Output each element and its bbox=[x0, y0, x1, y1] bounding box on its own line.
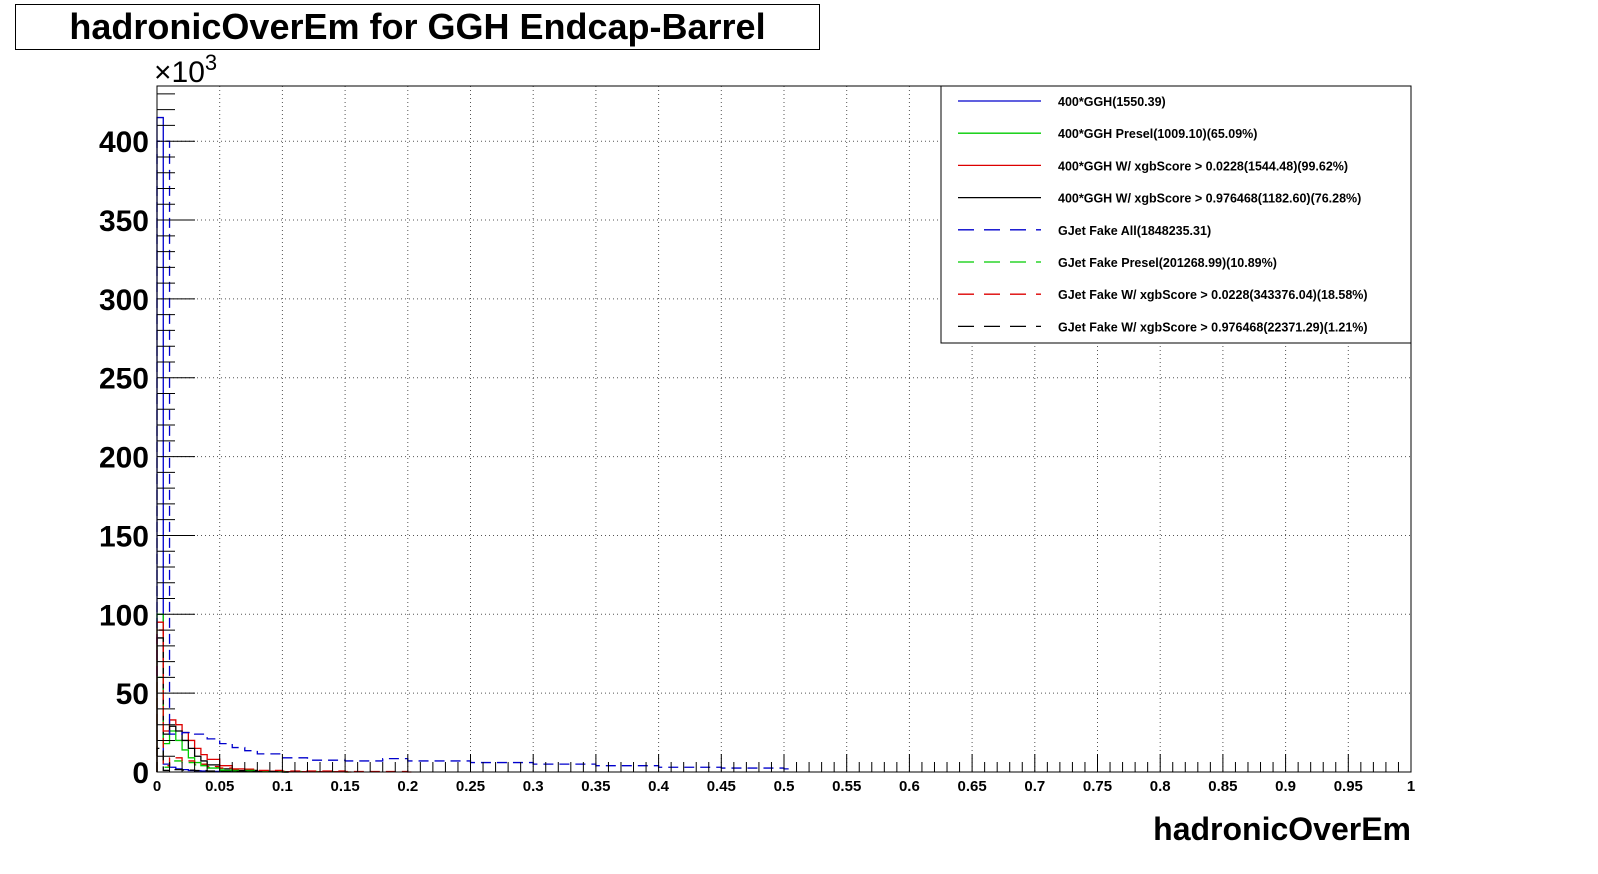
x-tick-label: 0.45 bbox=[707, 778, 736, 795]
legend-label-3: 400*GGH W/ xgbScore > 0.0228(1544.48)(99… bbox=[1058, 159, 1348, 173]
x-tick-label: 0.95 bbox=[1334, 778, 1363, 795]
series-7-line bbox=[156, 629, 415, 773]
legend-label-8: GJet Fake W/ xgbScore > 0.976468(22371.2… bbox=[1058, 320, 1368, 334]
x-tick-label: 0.35 bbox=[581, 778, 610, 795]
x-tick-label: 0 bbox=[153, 778, 161, 795]
x-tick-label: 0.3 bbox=[523, 778, 544, 795]
x-axis-title: hadronicOverEm bbox=[1153, 811, 1411, 847]
x-tick-label: 0.2 bbox=[397, 778, 418, 795]
y-tick-label: 400 bbox=[99, 126, 149, 159]
x-tick-label: 0.15 bbox=[330, 778, 359, 795]
y-axis: 0 50 100 150 200 250 300 350 400 bbox=[99, 93, 195, 790]
series-6-line bbox=[156, 676, 352, 773]
series-4-line bbox=[156, 637, 289, 773]
legend-label-1: 400*GGH(1550.39) bbox=[1058, 95, 1166, 109]
y-tick-label: 300 bbox=[99, 284, 149, 317]
legend: 400*GGH(1550.39) 400*GGH Presel(1009.10)(… bbox=[940, 85, 1412, 344]
x-tick-label: 0.25 bbox=[456, 778, 485, 795]
x-tick-label: 0.5 bbox=[774, 778, 795, 795]
y-multiplier-label: ×103 bbox=[154, 50, 217, 89]
y-tick-label: 100 bbox=[99, 599, 149, 632]
legend-box bbox=[940, 85, 1412, 344]
y-tick-label: 350 bbox=[99, 205, 149, 238]
series-layer bbox=[156, 116, 791, 773]
series-1-line bbox=[156, 116, 289, 773]
y-tick-label: 200 bbox=[99, 442, 149, 475]
x-tick-label: 0.8 bbox=[1150, 778, 1171, 795]
y-tick-label: 250 bbox=[99, 363, 149, 396]
x-tick-label: 0.75 bbox=[1083, 778, 1112, 795]
x-tick-label: 0.85 bbox=[1208, 778, 1237, 795]
chart-title: hadronicOverEm for GGH Endcap-Barrel bbox=[69, 6, 766, 47]
legend-label-2: 400*GGH Presel(1009.10)(65.09%) bbox=[1058, 127, 1257, 141]
y-tick-label: 150 bbox=[99, 520, 149, 553]
x-tick-label: 0.9 bbox=[1275, 778, 1296, 795]
x-tick-label: 0.55 bbox=[832, 778, 861, 795]
x-tick-label: 0.65 bbox=[957, 778, 986, 795]
legend-label-6: GJet Fake Presel(201268.99)(10.89%) bbox=[1058, 256, 1277, 270]
y-multiplier-base: ×10 bbox=[154, 56, 205, 89]
legend-label-7: GJet Fake W/ xgbScore > 0.0228(343376.04… bbox=[1058, 288, 1368, 302]
y-tick-label: 0 bbox=[132, 757, 149, 790]
x-tick-label: 0.05 bbox=[205, 778, 234, 795]
legend-label-4: 400*GGH W/ xgbScore > 0.976468(1182.60)(… bbox=[1058, 192, 1361, 206]
chart-title-box: hadronicOverEm for GGH Endcap-Barrel bbox=[15, 4, 820, 50]
x-tick-label: 0.4 bbox=[648, 778, 670, 795]
x-tick-label: 1 bbox=[1407, 778, 1415, 795]
y-tick-label: 50 bbox=[116, 678, 149, 711]
y-multiplier-exponent: 3 bbox=[205, 50, 217, 75]
x-tick-label: 0.6 bbox=[899, 778, 920, 795]
x-axis: 0 0.05 0.1 0.15 0.2 0.25 0.3 0.35 0.4 0.45 0.5 0.55… bbox=[153, 754, 1415, 795]
legend-label-5: GJet Fake All(1848235.31) bbox=[1058, 224, 1211, 238]
x-tick-label: 0.7 bbox=[1024, 778, 1045, 795]
x-tick-label: 0.1 bbox=[272, 778, 293, 795]
